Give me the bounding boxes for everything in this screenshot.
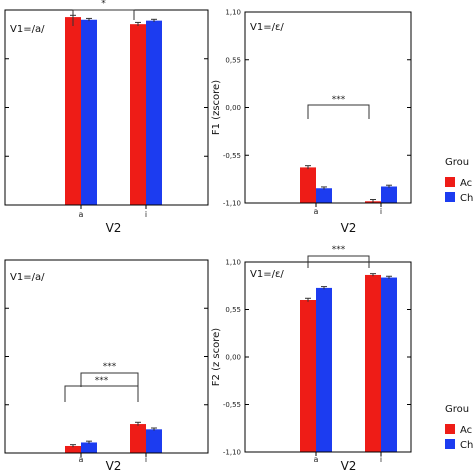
x-tick-label: i <box>380 207 382 216</box>
bar-Ch-i <box>381 277 397 452</box>
y-tick-label: -0,55 <box>223 152 241 160</box>
bar-Ac-a <box>65 17 81 205</box>
bar-Ac-i <box>365 274 381 452</box>
y-axis-title: F2 (z score) <box>211 328 222 386</box>
plot-frame <box>244 11 412 204</box>
bar-Ac-a <box>300 167 316 203</box>
legend-label: Ac <box>460 425 472 436</box>
bar-Ch-i <box>381 186 397 203</box>
significance-bracket <box>64 385 139 402</box>
plot-frame <box>4 9 209 206</box>
chart-panel-3: a i V1=/a/V2 *** *** <box>4 259 209 473</box>
legend-swatch <box>445 192 455 202</box>
legend-label: Ch <box>460 440 473 451</box>
chart-panel-2: 1,10 0,55 0,00 -0,55 -1,10 a i V1=/ε/V2 F1 (zsco… <box>211 9 412 235</box>
legend-2: Grou Ac Ch <box>445 404 473 451</box>
x-tick-label: i <box>145 210 147 219</box>
y-tick-label: -1,10 <box>223 449 241 457</box>
legend-swatch <box>445 424 455 434</box>
chart-panel-1: a i V1=/a/V2 * <box>4 0 209 235</box>
x-axis-title: V2 <box>106 221 122 235</box>
y-axis-title: F1 (zscore) <box>211 80 222 135</box>
legend-title: Grou <box>445 157 469 168</box>
bar-Ch-a <box>316 287 332 452</box>
plot-frame <box>244 261 412 453</box>
panel-title: V1=/ε/ <box>250 269 284 280</box>
y-tick-label: 1,10 <box>225 9 241 17</box>
x-tick-label: a <box>314 207 319 216</box>
bar-Ac-i <box>130 24 146 205</box>
x-tick-label: i <box>380 455 382 464</box>
legend-swatch <box>445 439 455 449</box>
significance-label: *** <box>332 95 346 105</box>
y-tick-label: -0,55 <box>223 401 241 409</box>
x-axis-title: V2 <box>341 459 357 473</box>
significance-bracket <box>80 372 139 387</box>
bar-Ac-a <box>65 445 81 453</box>
y-tick-label: -1,10 <box>223 200 241 208</box>
significance-label: *** <box>332 245 346 255</box>
significance-bracket <box>72 9 135 26</box>
bar-Ch-a <box>316 188 332 203</box>
significance-label: *** <box>95 376 109 386</box>
y-tick-label: 0,00 <box>225 104 241 112</box>
significance-label: * <box>101 0 106 9</box>
plot-frame <box>4 259 209 454</box>
y-tick-label: 0,00 <box>225 354 241 362</box>
panel-title: V1=/a/ <box>10 24 45 35</box>
chart-panel-4: 1,10 0,55 0,00 -0,55 -1,10 a i V1=/ε/V2 F2 (z sc… <box>211 245 412 473</box>
bar-Ch-a <box>81 442 97 453</box>
x-axis-title: V2 <box>106 459 122 473</box>
bar-Ch-i <box>146 20 162 205</box>
bar-Ac-i <box>130 424 146 453</box>
bar-Ch-i <box>146 429 162 453</box>
legend-label: Ch <box>460 193 473 204</box>
x-axis-title: V2 <box>341 221 357 235</box>
legend-title: Grou <box>445 404 469 415</box>
significance-label: *** <box>103 362 117 372</box>
panel-title: V1=/ε/ <box>250 22 284 33</box>
y-tick-label: 0,55 <box>225 306 241 314</box>
bar-Ch-a <box>81 19 97 205</box>
significance-bracket <box>307 104 370 119</box>
y-tick-label: 1,10 <box>225 259 241 267</box>
significance-bracket <box>307 255 370 268</box>
x-tick-label: a <box>79 455 84 464</box>
legend-1: Grou Ac Ch <box>445 157 473 204</box>
bar-Ac-a <box>300 300 316 452</box>
x-tick-label: i <box>145 455 147 464</box>
panel-title: V1=/a/ <box>10 272 45 283</box>
legend-label: Ac <box>460 178 472 189</box>
legend-swatch <box>445 177 455 187</box>
x-tick-label: a <box>314 455 319 464</box>
y-tick-label: 0,55 <box>225 56 241 64</box>
x-tick-label: a <box>79 210 84 219</box>
